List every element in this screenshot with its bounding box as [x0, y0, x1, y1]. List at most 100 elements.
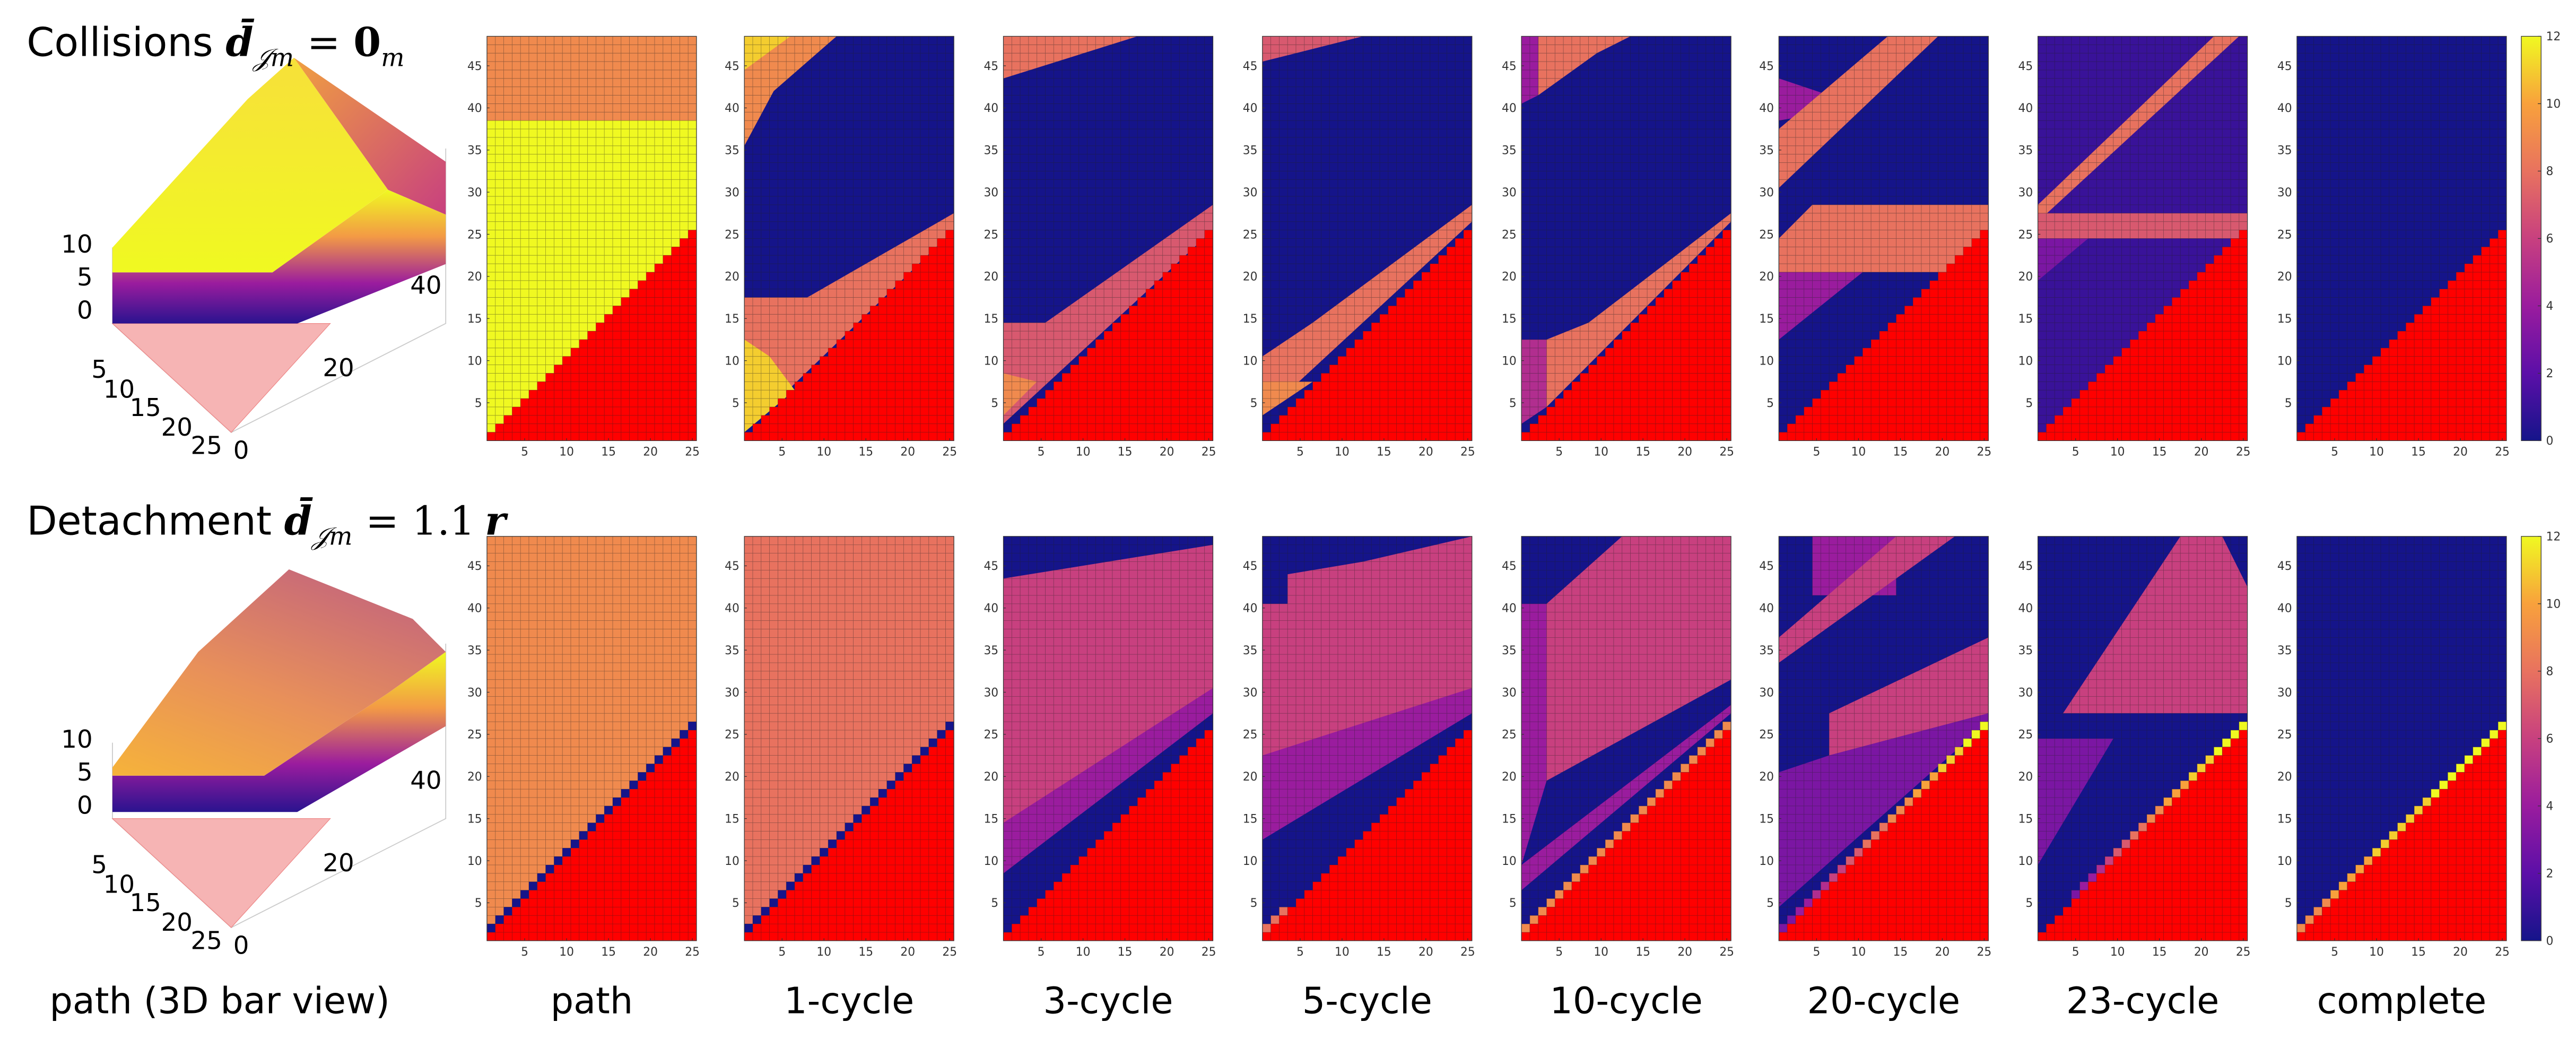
- y-tick-label: 20: [725, 770, 739, 784]
- heat-cell: [486, 924, 495, 932]
- panel-border: [1778, 536, 1989, 941]
- z-tick-label: 10: [61, 230, 92, 259]
- heat-cell: [1804, 898, 1813, 907]
- heat-cell: [1971, 730, 1980, 739]
- heat-cell: [2439, 781, 2448, 790]
- y-tick-label: 5: [1766, 897, 1774, 910]
- y-tick-label: 20: [1243, 271, 1258, 284]
- y-tick-label: 10: [2018, 354, 2033, 368]
- y-tick-label: 45: [1759, 560, 1774, 573]
- y-tick-label: 45: [2018, 560, 2033, 573]
- y-tick-label: 40: [984, 102, 998, 115]
- heat-cell: [2096, 864, 2105, 873]
- heat-cell: [1871, 831, 1879, 840]
- x-tick-label: 20: [1677, 445, 1692, 458]
- y-tick-label: 5: [2025, 897, 2033, 910]
- heat-region: [1003, 536, 1213, 579]
- heat-cell: [1714, 730, 1723, 739]
- heat-cell: [2079, 881, 2088, 890]
- y-tick-label: 25: [725, 228, 739, 241]
- y-tick-label: 35: [1759, 144, 1774, 158]
- x-tick-label: 5: [1038, 946, 1045, 959]
- y-tick-label: 40: [2018, 102, 2033, 115]
- heat-cell: [794, 873, 803, 882]
- z-tick-label: 10: [61, 725, 92, 754]
- heat-cell: [520, 890, 529, 899]
- heatmap: [1521, 36, 1731, 441]
- heat-cell: [1555, 890, 1564, 899]
- y-tick-label: 15: [1243, 812, 1258, 826]
- y-tick-label: 15: [1502, 812, 1517, 826]
- heat-region: [1521, 603, 1547, 865]
- y-tick-label: 10: [984, 354, 998, 368]
- colorbar-tick-label: 4: [2546, 300, 2554, 313]
- heat-cell: [928, 738, 937, 747]
- heat-cell: [1929, 772, 1938, 781]
- heat-cell: [912, 755, 920, 764]
- y-tick-label: 20: [2277, 770, 2292, 784]
- heat-cell: [2473, 747, 2482, 756]
- heat-cell: [878, 789, 887, 798]
- heat-cell: [1605, 839, 1614, 848]
- y-tick-label: 45: [1759, 60, 1774, 73]
- heat-cell: [1270, 915, 1280, 924]
- x-tick-label: 5: [1296, 946, 1304, 959]
- x-tick-label: 25: [191, 926, 222, 955]
- heat-cell: [688, 722, 697, 730]
- x-tick-label: 25: [1719, 946, 1734, 959]
- panel-border: [1262, 36, 1473, 441]
- x-tick-label: 20: [900, 445, 915, 458]
- x-tick-label: 10: [816, 445, 831, 458]
- heatmap: [1262, 536, 1472, 941]
- x-tick-label: 5: [1813, 946, 1820, 959]
- heat-cell: [512, 898, 521, 907]
- heat-region: [2038, 238, 2088, 281]
- x-tick-label: 15: [1118, 946, 1133, 959]
- cell-grid: [1003, 36, 1213, 441]
- x-tick-label: 15: [129, 394, 161, 422]
- y-tick-label: 20: [2018, 271, 2033, 284]
- heatmap: [1521, 536, 1731, 941]
- title-symbol: d̄: [284, 497, 314, 544]
- y-tick-label: 30: [1502, 686, 1517, 699]
- heat-cell: [870, 797, 878, 806]
- y-tick-label: 15: [1243, 313, 1258, 326]
- heat-cell: [612, 797, 621, 806]
- y-tick-label: 25: [2277, 729, 2292, 742]
- y-tick-label: 10: [2277, 855, 2292, 868]
- x-tick-label: 10: [1335, 445, 1350, 458]
- mask: [1262, 230, 1472, 441]
- y-tick-label: 15: [2277, 313, 2292, 326]
- z-tick-label: 0: [77, 296, 93, 325]
- y-tick-label: 5: [2285, 397, 2292, 410]
- mask: [2038, 730, 2248, 941]
- y-tick-label: 20: [467, 770, 482, 784]
- heat-cell: [1630, 814, 1639, 823]
- y-tick-label: 10: [1502, 354, 1517, 368]
- heat-cell: [845, 822, 854, 832]
- heat-cell: [1597, 848, 1606, 857]
- y-tick-label: 45: [725, 560, 739, 573]
- y-tick-label: 45: [1502, 60, 1517, 73]
- x-tick-label: 20: [1677, 946, 1692, 959]
- mask: [486, 730, 697, 941]
- heat-cell: [2138, 822, 2147, 832]
- heat-cell: [2313, 907, 2322, 916]
- x-tick-label: 10: [2369, 946, 2384, 959]
- x-tick-label: 15: [1893, 445, 1908, 458]
- x-tick-label: 10: [559, 946, 574, 959]
- colorbar-tick-label: 10: [2546, 598, 2561, 611]
- heat-region: [486, 36, 697, 121]
- mask: [1262, 730, 1472, 941]
- x-tick-label: 25: [942, 946, 957, 959]
- y-tick-label: 45: [984, 60, 998, 73]
- panel-border: [1003, 536, 1214, 941]
- heat-cell: [495, 915, 504, 924]
- y-tick-label: 30: [1759, 686, 1774, 699]
- x-tick-label: 10: [2110, 946, 2125, 959]
- heat-cell: [503, 907, 512, 916]
- heat-cell: [562, 848, 571, 857]
- y-tick-label: 15: [725, 812, 739, 826]
- heat-cell: [1672, 772, 1681, 781]
- y-tick-label: 20: [1759, 770, 1774, 784]
